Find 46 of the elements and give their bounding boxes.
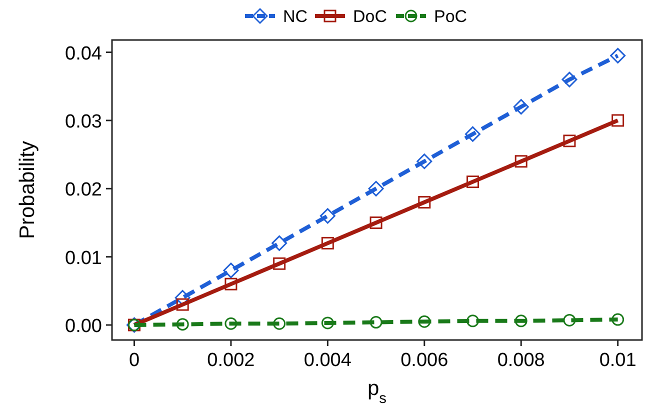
- point: [418, 315, 431, 328]
- point: [418, 196, 431, 209]
- x-tick-label: 0.006: [400, 350, 448, 371]
- point: [320, 208, 336, 224]
- point: [174, 290, 190, 306]
- point: [514, 314, 528, 328]
- point: [368, 180, 384, 196]
- point: [370, 216, 382, 229]
- x-tick-label: 0.002: [207, 350, 255, 371]
- point: [273, 257, 286, 270]
- y-axis-title: Probability: [16, 140, 39, 240]
- legend-label: NC: [283, 7, 308, 26]
- point: [321, 316, 334, 330]
- y-tick-label: 0.01: [65, 248, 102, 269]
- x-tick-label: 0.004: [304, 350, 352, 371]
- point: [513, 99, 529, 115]
- x-axis-title: p$_{s}$: [367, 377, 387, 407]
- y-tick-label: 0.03: [65, 111, 102, 132]
- point: [514, 155, 528, 168]
- point: [272, 235, 288, 251]
- point: [370, 316, 382, 329]
- x-tick-label: 0.01: [599, 350, 636, 371]
- y-tick-label: 0.00: [65, 316, 102, 337]
- point: [610, 48, 626, 64]
- point: [562, 72, 578, 88]
- point: [224, 278, 238, 290]
- point: [466, 176, 479, 188]
- point: [224, 317, 238, 330]
- point: [465, 126, 480, 142]
- point: [563, 134, 576, 148]
- point: [176, 318, 189, 331]
- point: [612, 114, 624, 127]
- point: [321, 236, 334, 250]
- point: [223, 262, 239, 278]
- point: [273, 317, 286, 330]
- legend-label: PoC: [434, 7, 468, 26]
- y-tick-label: 0.02: [65, 180, 102, 201]
- y-tick-label: 0.04: [65, 43, 102, 64]
- x-tick-label: 0: [128, 350, 140, 371]
- point: [176, 298, 189, 311]
- x-tick-label: 0.008: [497, 350, 545, 371]
- point: [563, 314, 576, 326]
- point: [466, 314, 479, 328]
- legend-label: DoC: [353, 7, 388, 26]
- point: [416, 154, 432, 170]
- point: [612, 313, 624, 326]
